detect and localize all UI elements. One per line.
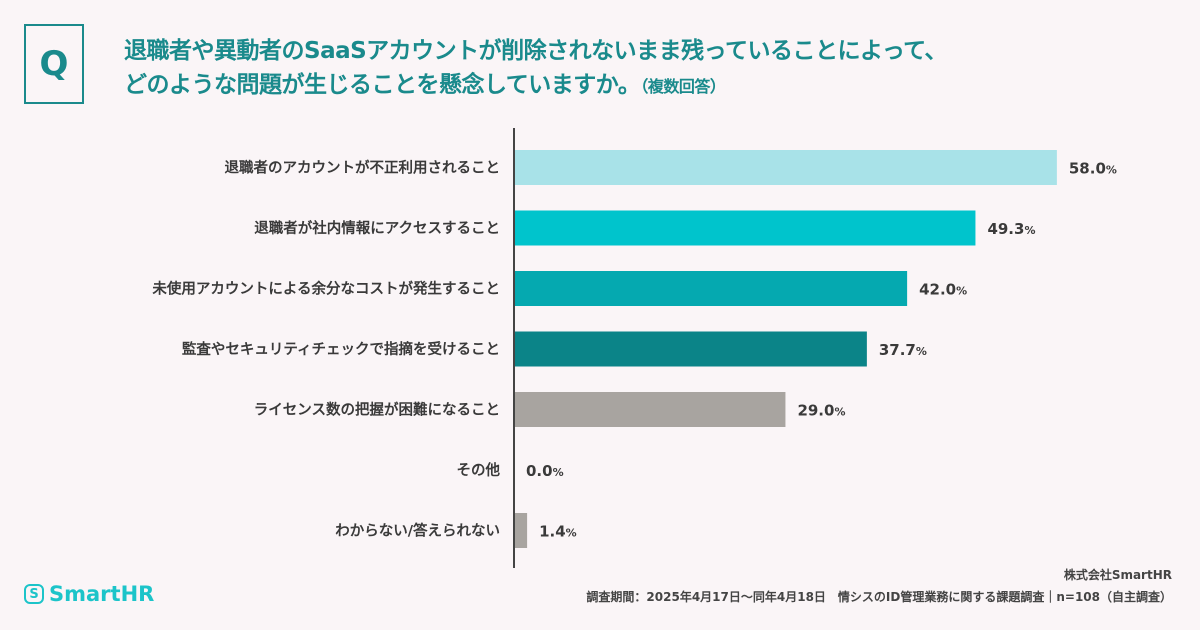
value-label: 1.4% <box>539 523 577 541</box>
bar <box>514 392 786 427</box>
question-note: （複数回答） <box>640 77 726 96</box>
company-credit: 株式会社SmartHR <box>1063 568 1172 582</box>
bar <box>514 150 1057 185</box>
question-badge-text: Q <box>39 44 69 84</box>
question-title: 退職者や異動者のSaaSアカウントが削除されないまま残っていることによって、 ど… <box>124 34 948 104</box>
logo-text: SmartHR <box>49 582 155 606</box>
bar <box>514 210 976 246</box>
value-label: 49.3% <box>987 220 1035 238</box>
category-label: 退職者が社内情報にアクセスすること <box>254 219 500 237</box>
question-badge: Q <box>24 24 84 104</box>
smarthr-logo: S SmartHR <box>24 582 154 606</box>
category-label: 監査やセキュリティチェックで指摘を受けること <box>182 340 500 358</box>
question-line-2: どのような問題が生じることを懸念していますか。（複数回答） <box>124 68 947 104</box>
value-label: 42.0% <box>919 281 967 299</box>
smarthr-logo-icon: S <box>24 584 44 604</box>
category-label: わからない/答えられない <box>335 522 500 540</box>
category-label: 退職者のアカウントが不正利用されること <box>225 159 501 177</box>
value-label: 0.0% <box>526 462 564 480</box>
bar <box>514 513 528 548</box>
bar <box>514 271 908 306</box>
value-label: 29.0% <box>797 402 845 420</box>
category-label: 未使用アカウントによる余分なコストが発生すること <box>151 280 500 298</box>
value-label: 58.0% <box>1069 160 1117 178</box>
bar <box>514 331 867 367</box>
value-label: 37.7% <box>879 341 927 359</box>
category-label: その他 <box>457 461 501 479</box>
survey-info: 調査期間：2025年4月17日～同年4月18日 情シスのID管理業務に関する課題… <box>586 590 1172 604</box>
question-line-2-text: どのような問題が生じることを懸念していますか。 <box>124 72 641 98</box>
category-label: ライセンス数の把握が困難になること <box>254 401 500 419</box>
question-line-1: 退職者や異動者のSaaSアカウントが削除されないまま残っていることによって、 <box>124 38 948 64</box>
